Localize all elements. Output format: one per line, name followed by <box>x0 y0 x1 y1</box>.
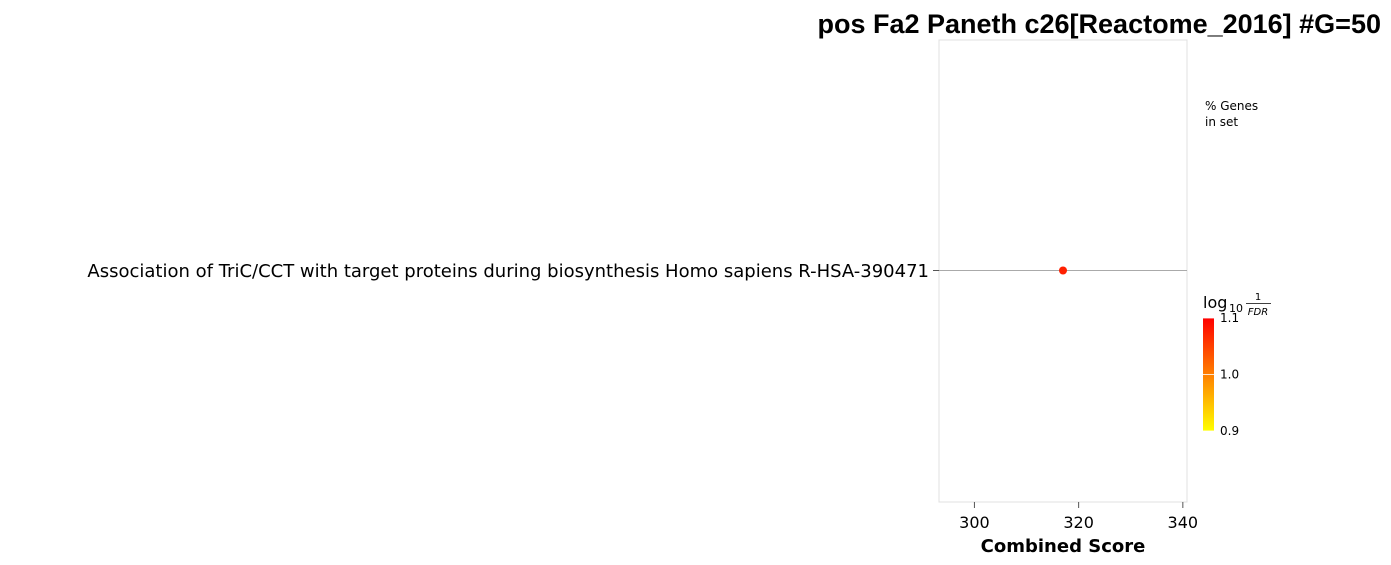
x-axis-label: Combined Score <box>981 536 1146 557</box>
size-legend-title-line2: in set <box>1205 115 1238 129</box>
x-tick-label: 320 <box>1063 513 1094 532</box>
chart-title: pos Fa2 Paneth c26[Reactome_2016] #G=50 <box>817 9 1381 39</box>
x-tick-label: 300 <box>959 513 990 532</box>
colorbar-label-main: log <box>1203 293 1227 312</box>
colorbar-ticks: 1.1 1.0 0.9 <box>1203 311 1239 438</box>
colorbar-tick-label: 0.9 <box>1220 424 1239 438</box>
x-tick-label: 340 <box>1168 513 1199 532</box>
data-point <box>1059 266 1067 275</box>
colorbar-tick-label: 1.0 <box>1220 368 1239 382</box>
data-points <box>1059 266 1067 275</box>
size-legend-title-line1: % Genes <box>1205 99 1258 113</box>
colorbar-label-sub: 10 <box>1229 302 1243 315</box>
colorbar-label-numerator: 1 <box>1255 292 1261 303</box>
colorbar-tick-label: 1.1 <box>1220 311 1239 325</box>
colorbar-label-denominator: FDR <box>1248 307 1268 318</box>
x-axis: 300 320 340 <box>959 502 1198 532</box>
y-tick-label: Association of TriC/CCT with target prot… <box>87 261 929 282</box>
